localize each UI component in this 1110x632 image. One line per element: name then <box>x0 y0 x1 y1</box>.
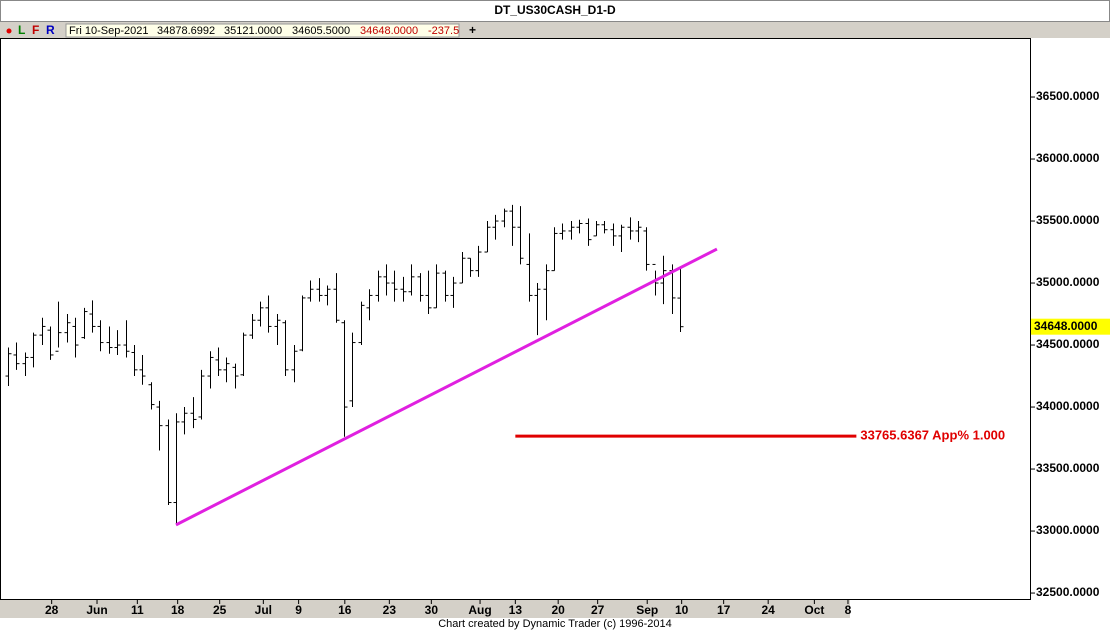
info-field: 34878.6992 <box>157 25 215 37</box>
x-tick-label: 8 <box>845 603 852 617</box>
x-tick-label: 17 <box>717 603 731 617</box>
y-tick-label: 33500.0000 <box>1036 461 1100 475</box>
x-tick-label: 23 <box>383 603 397 617</box>
x-tick-label: Aug <box>468 603 491 617</box>
info-field: -237.5 <box>428 25 459 37</box>
y-tick-label: 34500.0000 <box>1036 337 1100 351</box>
x-tick-label: 13 <box>509 603 523 617</box>
x-tick-label: Oct <box>804 603 824 617</box>
y-tick-label: 36000.0000 <box>1036 151 1100 165</box>
x-tick-label: Sep <box>636 603 658 617</box>
x-tick-label: 9 <box>295 603 302 617</box>
x-tick-label: 28 <box>45 603 59 617</box>
status-dot <box>6 28 12 34</box>
toolbar-plus[interactable]: + <box>469 23 476 37</box>
y-tick-label: 35000.0000 <box>1036 275 1100 289</box>
info-field: Fri 10-Sep-2021 <box>69 25 149 37</box>
info-field: 34648.0000 <box>360 25 418 37</box>
y-tick-label: 33000.0000 <box>1036 523 1100 537</box>
info-box <box>65 23 460 38</box>
x-tick-label: 10 <box>675 603 689 617</box>
x-tick-label: 18 <box>171 603 185 617</box>
x-axis-strip <box>0 600 850 618</box>
chart-title: DT_US30CASH_D1-D <box>494 3 616 17</box>
info-field: 34605.5000 <box>292 25 350 37</box>
x-tick-label: 16 <box>338 603 352 617</box>
level-label: 33765.6367 App% 1.000 <box>860 428 1005 443</box>
y-tick-label: 36500.0000 <box>1036 89 1100 103</box>
x-tick-label: 24 <box>761 603 775 617</box>
x-tick-label: 27 <box>591 603 605 617</box>
footer: Chart created by Dynamic Trader (c) 1996… <box>438 618 672 630</box>
y-tick-label: 35500.0000 <box>1036 213 1100 227</box>
x-tick-label: 25 <box>213 603 227 617</box>
x-tick-label: Jul <box>255 603 272 617</box>
x-tick-label: 11 <box>131 603 144 617</box>
toolbar-button[interactable]: F <box>32 23 39 37</box>
toolbar-button[interactable]: R <box>46 23 55 37</box>
current-price-label: 34648.0000 <box>1034 319 1098 333</box>
y-tick-label: 32500.0000 <box>1036 585 1100 599</box>
plot-area <box>0 38 1031 600</box>
info-field: 35121.0000 <box>224 25 282 37</box>
x-tick-label: 20 <box>551 603 565 617</box>
toolbar-button[interactable]: L <box>18 23 25 37</box>
current-price-tag <box>1031 318 1110 335</box>
y-tick-label: 34000.0000 <box>1036 399 1100 413</box>
x-tick-label: 30 <box>425 603 439 617</box>
trendline <box>175 247 718 527</box>
x-tick-label: Jun <box>86 603 107 617</box>
